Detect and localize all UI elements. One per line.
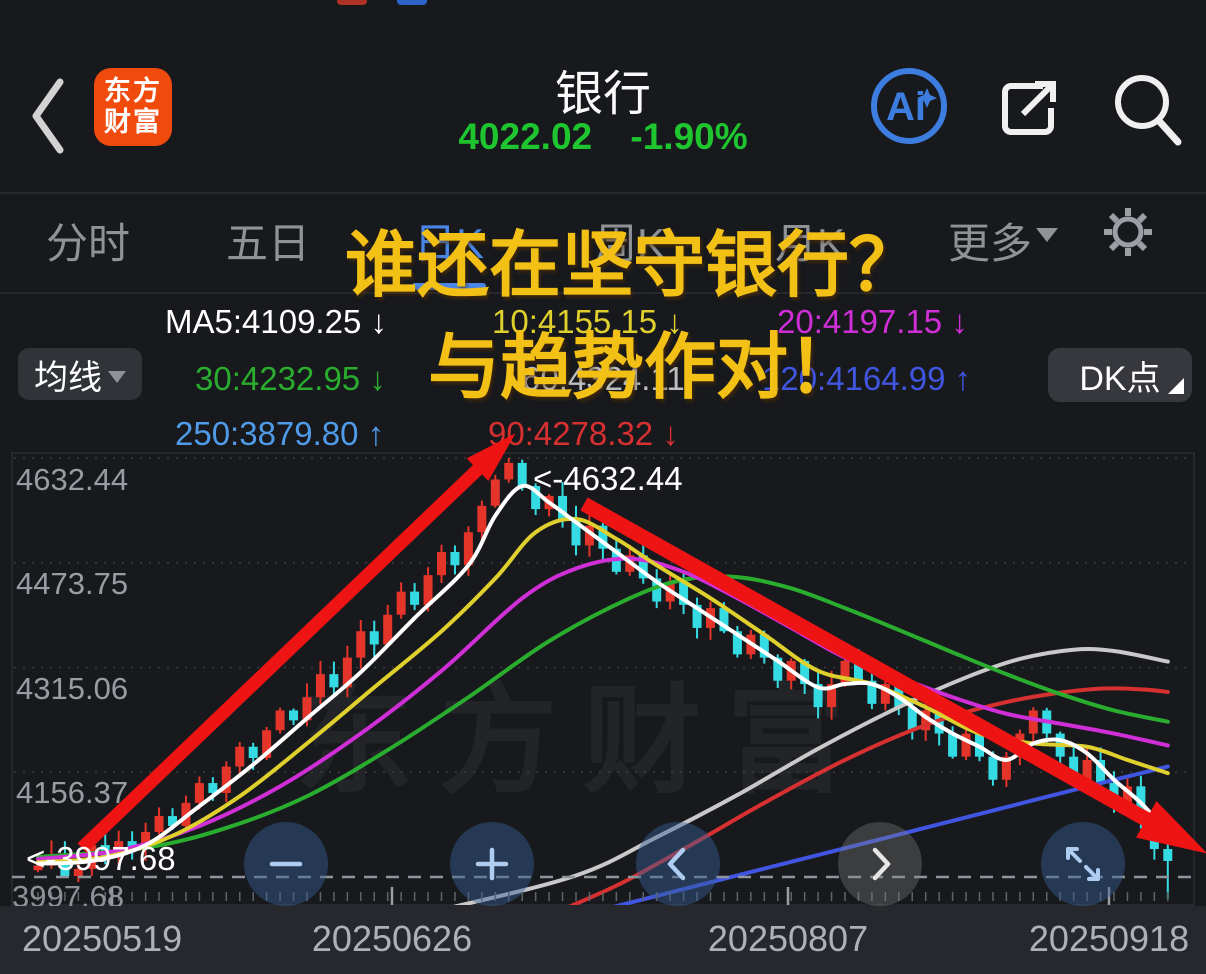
logo-text-bottom: 财富 bbox=[104, 107, 162, 137]
ma20-value: 20:4197.15 ↓ bbox=[777, 303, 968, 340]
zoom-in-button[interactable] bbox=[450, 822, 534, 906]
tab-more[interactable]: 更多 bbox=[947, 220, 1033, 267]
eastmoney-logo[interactable]: 东方 财富 bbox=[94, 68, 172, 146]
y-axis-label: 4473.75 bbox=[16, 566, 129, 601]
tab-daily-k[interactable]: 日K bbox=[413, 220, 485, 267]
ma-selector-button[interactable]: 均线 bbox=[18, 348, 142, 400]
dk-point-button[interactable]: DK点 bbox=[1048, 348, 1192, 402]
chevron-left-icon bbox=[667, 847, 686, 881]
x-axis-ticks bbox=[37, 887, 1169, 905]
svg-text:Ai: Ai bbox=[886, 85, 926, 129]
statusbar-fragment-blue bbox=[397, 0, 427, 5]
more-caret-down-icon bbox=[1036, 228, 1058, 242]
minus-icon bbox=[269, 861, 303, 867]
expand-arrows-icon bbox=[1066, 847, 1100, 881]
page-title: 银行 bbox=[554, 68, 651, 121]
tab-intraday[interactable]: 分时 bbox=[45, 220, 131, 267]
share-external-icon[interactable] bbox=[993, 72, 1065, 144]
ma-line-MA120 bbox=[612, 764, 1170, 905]
tab-weekly-k[interactable]: 周K bbox=[594, 220, 666, 267]
logo-text-top: 东方 bbox=[104, 76, 162, 106]
date-axis-strip bbox=[0, 906, 1206, 974]
tabbar-divider bbox=[0, 292, 1206, 294]
y-axis-label: 4632.44 bbox=[16, 462, 129, 497]
search-icon[interactable] bbox=[1108, 70, 1188, 148]
meme-caption-line1: 谁还在坚守银行？ bbox=[345, 226, 922, 306]
meme-caption-line2: 与趋势作对！ bbox=[428, 328, 861, 408]
ma-line-MA60 bbox=[452, 647, 1170, 905]
pan-right-button[interactable] bbox=[838, 822, 922, 906]
tab-monthly-k[interactable]: 月K bbox=[774, 220, 846, 267]
ma10-value: 10:4155.15 ↓ bbox=[492, 303, 683, 340]
ma120-value: 120:4164.99 ↑ bbox=[762, 360, 972, 397]
peak-annotation: <-4632.44 bbox=[533, 460, 683, 497]
y-axis-label: 4156.37 bbox=[16, 775, 129, 810]
tab-five-day[interactable]: 五日 bbox=[225, 220, 311, 267]
ma60-value: 60:4324.11 bbox=[522, 360, 685, 397]
header-divider bbox=[0, 192, 1206, 194]
fullscreen-button[interactable] bbox=[1041, 822, 1125, 906]
candles bbox=[33, 458, 1173, 899]
dk-corner-triangle-icon bbox=[1168, 378, 1184, 394]
x-axis-label: 20250807 bbox=[707, 918, 869, 959]
ma-line-MA5 bbox=[36, 483, 1170, 866]
y-axis-label: 4315.06 bbox=[16, 671, 129, 706]
gridlines bbox=[14, 457, 1192, 773]
ma5-value: MA5:4109.25 ↓ bbox=[165, 303, 387, 340]
price-row: 4022.02 -1.90% bbox=[0, 116, 1206, 158]
plus-icon bbox=[475, 847, 509, 881]
ma-line-MA30 bbox=[36, 574, 1170, 859]
x-axis-label: 20250626 bbox=[311, 918, 473, 959]
chevron-right-icon bbox=[872, 847, 891, 881]
start-low-annotation: <-3997.68 bbox=[26, 840, 176, 877]
ma250-value: 250:3879.80 ↑ bbox=[175, 415, 385, 452]
ma-line-MA20 bbox=[36, 556, 1170, 861]
x-axis-label: 20250918 bbox=[1028, 918, 1190, 959]
ma-line-MA90 bbox=[568, 686, 1170, 905]
index-change: -1.90% bbox=[630, 116, 748, 157]
zoom-out-button[interactable] bbox=[244, 822, 328, 906]
ai-assistant-icon[interactable]: Ai bbox=[869, 66, 949, 146]
index-price: 4022.02 bbox=[458, 116, 593, 157]
active-tab-underline bbox=[412, 283, 486, 290]
statusbar-fragment-red bbox=[337, 0, 367, 5]
pan-left-button[interactable] bbox=[636, 822, 720, 906]
dk-button-label: DK点 bbox=[1079, 359, 1161, 398]
x-axis-label: 20250519 bbox=[22, 918, 183, 959]
ma-button-label: 均线 bbox=[34, 358, 102, 397]
settings-gear-icon[interactable] bbox=[1100, 204, 1156, 260]
plot-border bbox=[11, 452, 1195, 906]
ma90-value: 90:4278.32 ↓ bbox=[488, 415, 679, 452]
ma30-value: 30:4232.95 ↓ bbox=[195, 360, 386, 397]
back-icon[interactable] bbox=[28, 76, 68, 156]
ma-caret-down-icon bbox=[108, 371, 126, 383]
trend-arrow-annotations bbox=[77, 433, 1206, 854]
